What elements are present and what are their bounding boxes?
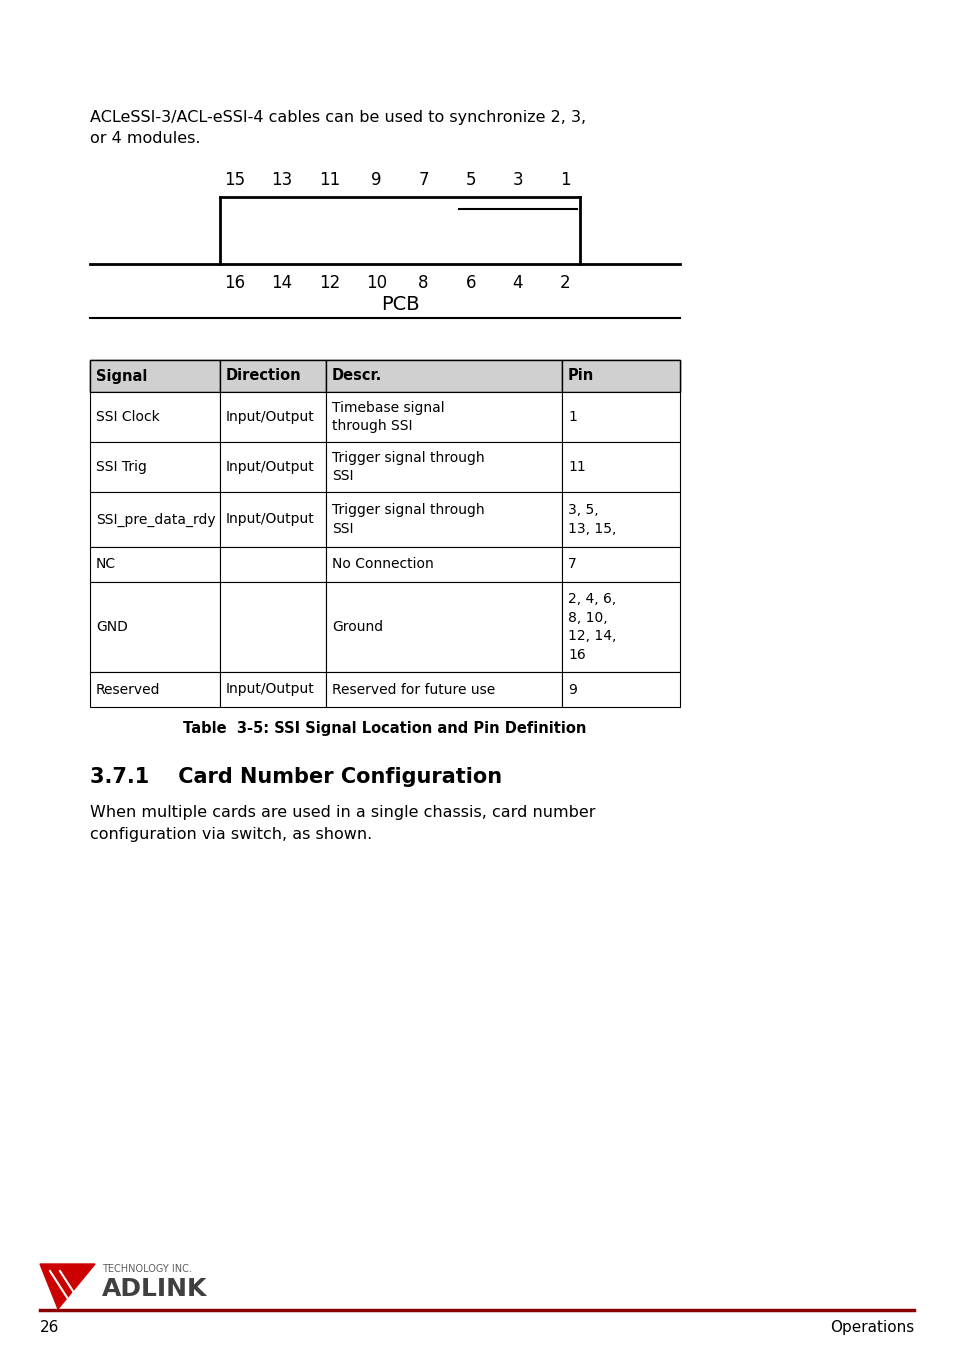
Text: 3, 5,
13, 15,: 3, 5, 13, 15,: [567, 504, 616, 536]
Bar: [219, 393, 326, 441]
Bar: [219, 672, 326, 707]
Text: When multiple cards are used in a single chassis, card number
configuration via : When multiple cards are used in a single…: [90, 806, 595, 842]
Bar: [326, 393, 561, 441]
Bar: [90, 582, 219, 672]
Bar: [326, 441, 561, 492]
Text: Ground: Ground: [332, 620, 383, 634]
Text: 14: 14: [272, 274, 293, 292]
Text: 10: 10: [366, 274, 387, 292]
Text: 13: 13: [272, 171, 293, 190]
Bar: [90, 492, 219, 547]
Text: 5: 5: [465, 171, 476, 190]
Bar: [561, 393, 679, 441]
Text: Signal: Signal: [96, 368, 147, 383]
Bar: [561, 672, 679, 707]
Text: 7: 7: [567, 558, 577, 571]
Bar: [90, 360, 679, 393]
Text: SSI_pre_data_rdy: SSI_pre_data_rdy: [96, 512, 215, 527]
Text: GND: GND: [96, 620, 128, 634]
Text: Trigger signal through
SSI: Trigger signal through SSI: [332, 451, 484, 483]
Text: 3.7.1    Card Number Configuration: 3.7.1 Card Number Configuration: [90, 766, 501, 787]
Text: No Connection: No Connection: [332, 558, 434, 571]
Bar: [219, 360, 326, 393]
Text: Input/Output: Input/Output: [226, 682, 314, 696]
Text: 26: 26: [40, 1320, 59, 1335]
Text: ACLeSSI-3/ACL-eSSI-4 cables can be used to synchronize 2, 3,
or 4 modules.: ACLeSSI-3/ACL-eSSI-4 cables can be used …: [90, 110, 585, 146]
Text: 3: 3: [512, 171, 522, 190]
Text: Operations: Operations: [829, 1320, 913, 1335]
Text: 7: 7: [417, 171, 428, 190]
Text: 9: 9: [371, 171, 381, 190]
Bar: [326, 582, 561, 672]
Bar: [561, 492, 679, 547]
Text: 8: 8: [417, 274, 428, 292]
Bar: [326, 547, 561, 582]
Text: Timebase signal
through SSI: Timebase signal through SSI: [332, 401, 444, 433]
Text: 4: 4: [512, 274, 522, 292]
Bar: [561, 441, 679, 492]
Bar: [561, 360, 679, 393]
Text: Reserved for future use: Reserved for future use: [332, 682, 495, 696]
Bar: [219, 441, 326, 492]
Text: TECHNOLOGY INC.: TECHNOLOGY INC.: [102, 1265, 192, 1274]
Text: SSI Clock: SSI Clock: [96, 410, 159, 424]
Text: NC: NC: [96, 558, 116, 571]
Text: 1: 1: [559, 171, 570, 190]
Text: 2: 2: [559, 274, 570, 292]
Text: Pin: Pin: [567, 368, 594, 383]
Text: Input/Output: Input/Output: [226, 410, 314, 424]
Text: 9: 9: [567, 682, 577, 696]
Bar: [90, 547, 219, 582]
Text: Descr.: Descr.: [332, 368, 382, 383]
Text: Direction: Direction: [226, 368, 301, 383]
Text: 11: 11: [318, 171, 339, 190]
Text: 16: 16: [224, 274, 245, 292]
Text: 2, 4, 6,
8, 10,
12, 14,
16: 2, 4, 6, 8, 10, 12, 14, 16: [567, 593, 616, 662]
Text: Input/Output: Input/Output: [226, 513, 314, 527]
Bar: [326, 360, 561, 393]
Bar: [326, 672, 561, 707]
Bar: [561, 547, 679, 582]
Bar: [561, 582, 679, 672]
Bar: [219, 547, 326, 582]
Text: 11: 11: [567, 460, 585, 474]
Text: ADLINK: ADLINK: [102, 1277, 207, 1301]
Text: PCB: PCB: [380, 295, 419, 314]
Text: 12: 12: [318, 274, 339, 292]
Bar: [219, 582, 326, 672]
Bar: [326, 492, 561, 547]
Text: Input/Output: Input/Output: [226, 460, 314, 474]
Text: Trigger signal through
SSI: Trigger signal through SSI: [332, 504, 484, 536]
Bar: [219, 492, 326, 547]
Text: Table  3-5: SSI Signal Location and Pin Definition: Table 3-5: SSI Signal Location and Pin D…: [183, 720, 586, 737]
Text: Reserved: Reserved: [96, 682, 160, 696]
Polygon shape: [40, 1265, 95, 1309]
Text: 6: 6: [465, 274, 476, 292]
Bar: [90, 360, 219, 393]
Text: 1: 1: [567, 410, 577, 424]
Text: 15: 15: [224, 171, 245, 190]
Text: SSI Trig: SSI Trig: [96, 460, 147, 474]
Bar: [90, 393, 219, 441]
Bar: [90, 441, 219, 492]
Bar: [90, 672, 219, 707]
